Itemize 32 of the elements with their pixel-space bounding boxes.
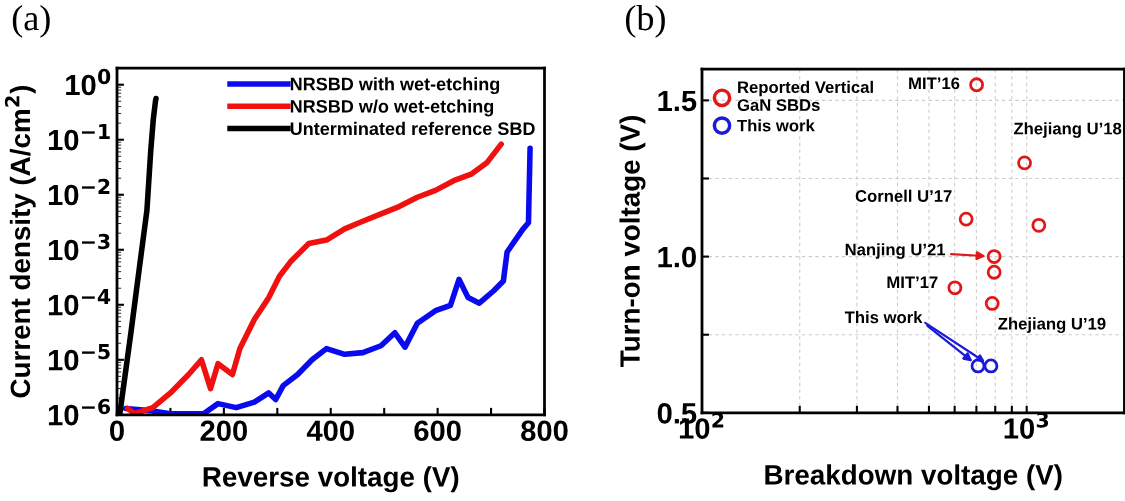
legend-label: This work	[737, 119, 815, 132]
y-tick-label: 10$^{−6}$	[48, 398, 111, 426]
x-tick-label: 0	[110, 420, 124, 442]
annotation: Zhejiang U’19	[998, 317, 1106, 333]
y-tick-label: 10$^{−4}$	[48, 289, 111, 316]
x-tick-label: 800	[521, 420, 568, 442]
annotation: Cornell U’17	[855, 189, 952, 202]
y-tick-label: 10$^{0}$	[66, 68, 111, 96]
y-axis-title: Current density (A/cm$^{2}$)	[4, 85, 36, 398]
y-tick-label: 1.0	[658, 246, 696, 268]
annotation: This work	[844, 310, 923, 324]
y-tick-label: 10$^{−5}$	[48, 344, 110, 371]
chart-title: (a)	[12, 5, 50, 38]
y-tick-label: 10$^{−3}$	[48, 233, 110, 261]
annotation: MIT’16	[909, 77, 960, 90]
x-tick-label: 200	[200, 420, 248, 442]
x-axis-title: Reverse voltage (V)	[203, 466, 459, 493]
chart-title: (b)	[625, 5, 665, 38]
legend-label: Reported Vertical GaN SBDs	[737, 80, 873, 111]
y-axis-title: Turn-on voltage (V)	[619, 116, 646, 367]
legend-label: Unterminated reference SBD	[290, 121, 535, 136]
legend-label: NRSBD w/o wet-etching	[290, 99, 494, 117]
x-tick-label: 400	[306, 420, 354, 442]
annotation: MIT’17	[887, 276, 938, 288]
y-tick-label: 10$^{−1}$	[48, 124, 110, 151]
x-axis-title: Breakdown voltage (V)	[765, 464, 1062, 491]
annotation: Nanjing U’21	[845, 243, 946, 259]
y-tick-label: 1.5	[658, 90, 697, 112]
x-tick-label: 600	[414, 420, 461, 442]
y-tick-label: 10$^{−2}$	[48, 178, 110, 206]
legend-label: NRSBD with wet-etching	[290, 77, 500, 95]
annotation: Zhejiang U’18	[1013, 122, 1122, 138]
